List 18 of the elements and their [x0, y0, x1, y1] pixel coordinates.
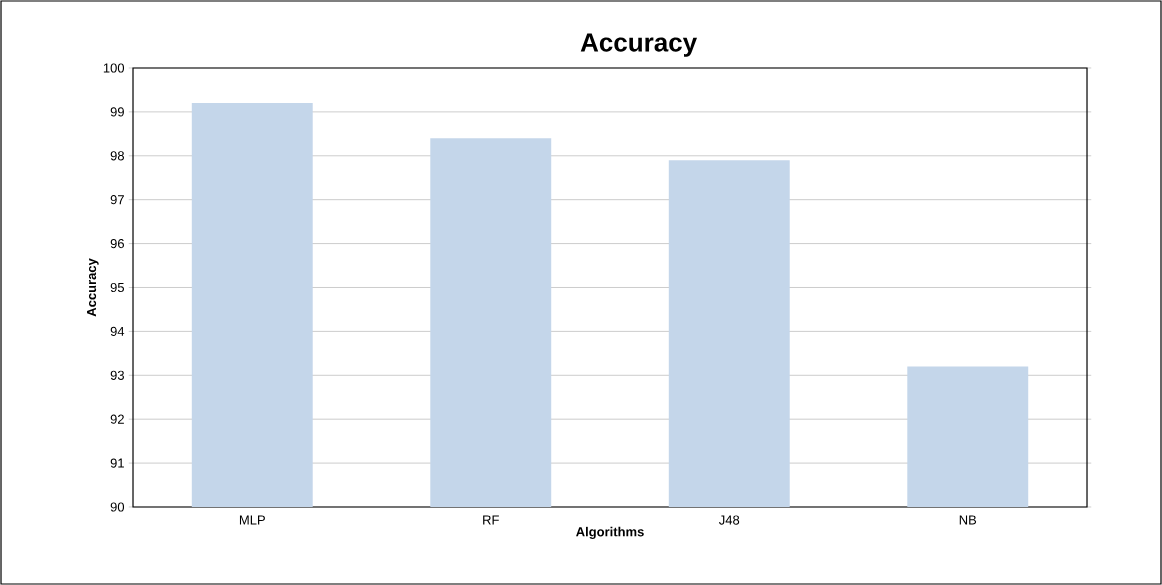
y-tick-label: 97 — [110, 195, 124, 205]
y-tick-label: 92 — [110, 414, 124, 424]
x-tick-label: RF — [483, 515, 499, 525]
x-tick-label: NB — [959, 515, 977, 525]
y-tick-label: 91 — [110, 458, 124, 468]
x-tick-label: MLP — [239, 515, 265, 525]
y-tick-label: 100 — [103, 63, 125, 73]
y-tick-label: 98 — [110, 151, 124, 161]
y-tick-label: 99 — [110, 107, 124, 117]
y-tick-label: 95 — [110, 282, 125, 293]
x-axis-title: Algorithms — [576, 526, 644, 540]
y-axis-title: Accuracy — [87, 258, 99, 317]
y-tick-label: 93 — [110, 370, 124, 380]
y-tick-label: 96 — [110, 238, 124, 249]
x-tick-label: J48 — [718, 515, 740, 525]
y-tick-label: 94 — [110, 326, 125, 336]
y-tick-label: 90 — [110, 502, 125, 512]
chart-title: Accuracy — [580, 33, 698, 57]
